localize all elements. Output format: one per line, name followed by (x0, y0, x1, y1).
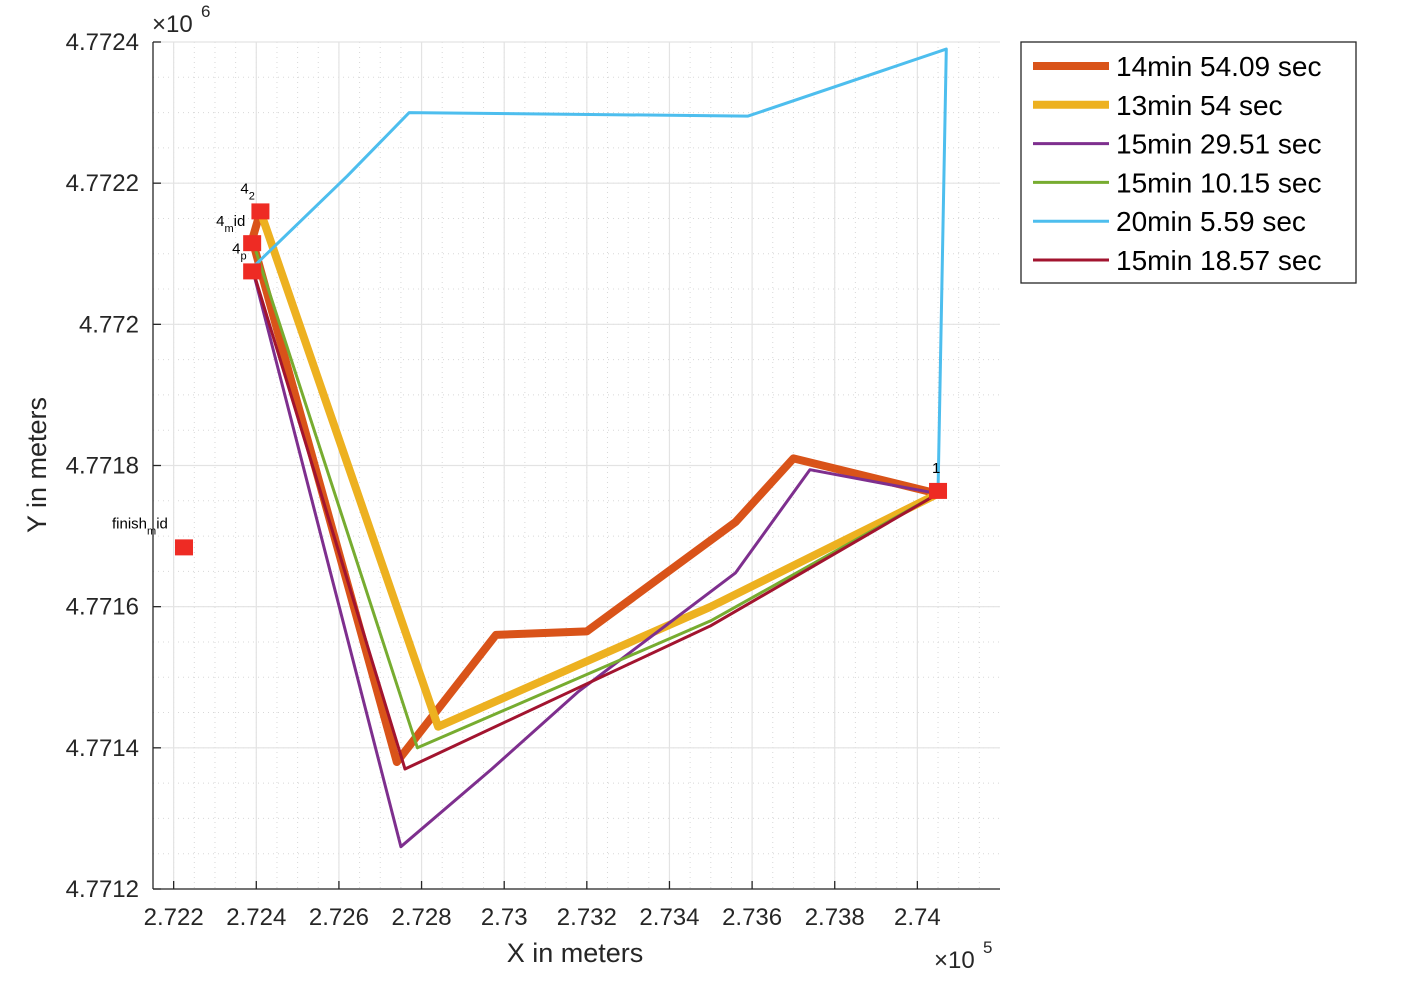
y-tick-label: 4.7712 (66, 876, 139, 903)
legend: 14min 54.09 sec 13min 54 sec 15min 29.51 s… (1020, 41, 1357, 284)
x-tick-label: 2.724 (226, 904, 286, 931)
marker-label-base: 1 (932, 460, 940, 477)
x-tick-label: 2.736 (722, 904, 782, 931)
marker-label: 42 (240, 180, 254, 202)
legend-label: 15min 10.15 sec (1116, 167, 1321, 198)
series-line-3 (250, 267, 939, 849)
legend-label: 14min 54.09 sec (1116, 51, 1321, 82)
marker-label-tail: id (156, 515, 168, 532)
marker-label-sub: m (147, 525, 156, 537)
marker-label-sub: p (241, 250, 247, 262)
y-tick-label: 4.772 (79, 311, 139, 338)
x-exponent: ×10 5 (934, 938, 992, 974)
y-exponent: ×10 6 (152, 2, 210, 38)
marker-label: finishmid (112, 515, 168, 537)
y-axis-title: Y in meters (22, 397, 52, 533)
legend-label: 13min 54 sec (1116, 90, 1283, 121)
waypoint-marker (243, 263, 262, 280)
ticks-group: 2.722 2.724 2.726 2.728 2.73 2.732 2.734 2.736 2… (66, 29, 941, 931)
x-tick-label: 2.722 (144, 904, 204, 931)
series-group (248, 47, 948, 849)
legend-box (1020, 41, 1357, 284)
x-tick-label: 2.73 (481, 904, 528, 931)
y-tick-label: 4.7722 (66, 170, 139, 197)
x-tick-label: 2.728 (392, 904, 452, 931)
marker-label-base: 4 (232, 240, 240, 257)
markers-group (174, 203, 948, 556)
marker-label: 4p (232, 240, 246, 262)
y-exponent-power: 6 (201, 2, 210, 21)
series-line-6 (250, 267, 939, 771)
series-line-4 (250, 239, 939, 750)
legend-label: 15min 18.57 sec (1116, 245, 1321, 276)
series-line-2 (256, 210, 940, 731)
marker-label-base: 4 (240, 180, 248, 197)
marker-label: 4mid (216, 213, 245, 235)
marker-label-sub: 2 (249, 190, 255, 202)
x-tick-label: 2.734 (639, 904, 699, 931)
x-tick-label: 2.732 (557, 904, 617, 931)
waypoint-marker (243, 235, 262, 252)
y-tick-label: 4.7714 (66, 735, 139, 762)
waypoint-marker (251, 203, 270, 220)
legend-label: 20min 5.59 sec (1116, 206, 1306, 237)
x-tick-label: 2.726 (309, 904, 369, 931)
x-exponent-power: 5 (983, 938, 992, 957)
y-tick-label: 4.7724 (66, 29, 139, 56)
x-exponent-base: ×10 (934, 947, 975, 974)
y-tick-label: 4.7718 (66, 453, 139, 480)
series-line-1 (248, 210, 939, 766)
x-tick-label: 2.74 (894, 904, 941, 931)
legend-label: 15min 29.51 sec (1116, 129, 1321, 160)
y-exponent-base: ×10 (152, 11, 193, 38)
series-line-5 (251, 47, 948, 494)
marker-label: 1 (932, 460, 940, 477)
y-tick-label: 4.7716 (66, 594, 139, 621)
marker-label-sub: m (225, 223, 234, 235)
waypoint-marker (174, 539, 193, 556)
waypoint-marker (929, 482, 948, 499)
marker-label-tail: id (234, 213, 246, 230)
x-tick-label: 2.738 (805, 904, 865, 931)
x-axis-title: X in meters (507, 938, 644, 968)
marker-label-base: finish (112, 515, 147, 532)
marker-label-base: 4 (216, 213, 224, 230)
